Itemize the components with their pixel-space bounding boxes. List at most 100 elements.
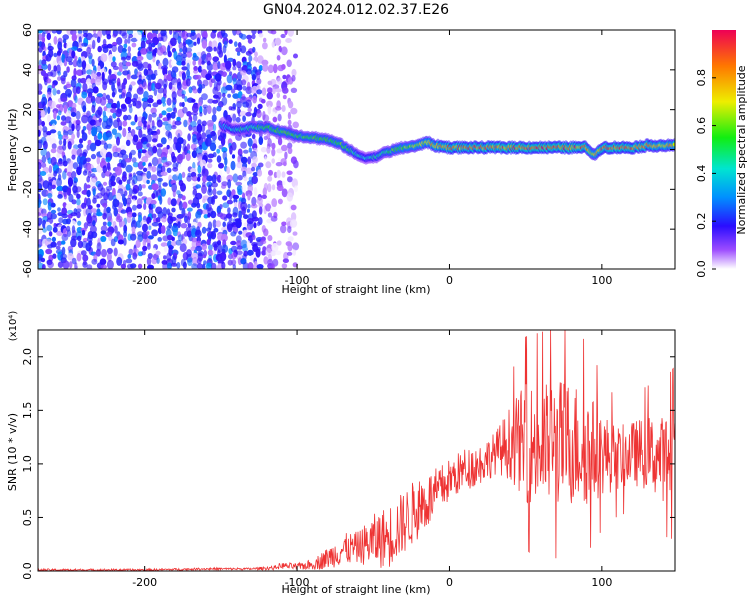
noise-cell <box>95 125 102 133</box>
noise-cell <box>207 212 211 218</box>
noise-cell <box>94 139 102 147</box>
noise-cell <box>195 192 203 200</box>
noise-cell <box>237 155 241 164</box>
noise-cell <box>93 135 98 142</box>
noise-cell <box>280 46 288 56</box>
noise-cell <box>166 144 170 150</box>
noise-cell <box>291 68 297 77</box>
noise-cell <box>145 106 152 114</box>
noise-cell <box>131 98 137 103</box>
noise-cell <box>232 66 237 71</box>
noise-cell <box>197 58 202 67</box>
noise-cell <box>60 77 66 85</box>
noise-cell <box>146 32 153 40</box>
noise-cell <box>151 125 157 131</box>
noise-cell <box>177 81 182 91</box>
noise-cell <box>151 156 159 167</box>
noise-cell <box>236 161 243 169</box>
noise-cell <box>146 216 152 225</box>
noise-cell <box>245 99 252 109</box>
noise-cell <box>90 153 97 160</box>
noise-cell <box>271 242 279 253</box>
noise-cell <box>176 154 183 164</box>
noise-cell <box>47 201 52 211</box>
noise-cell <box>217 37 221 42</box>
noise-cell <box>181 93 186 99</box>
noise-cell <box>235 181 243 186</box>
noise-cell <box>135 174 143 182</box>
snr-xlabel: Height of straight line (km) <box>281 583 430 596</box>
noise-cell <box>246 68 253 75</box>
noise-cell <box>232 93 240 99</box>
noise-cell <box>67 93 72 98</box>
noise-cell <box>82 254 89 262</box>
noise-cell <box>53 52 58 58</box>
noise-cell <box>267 212 273 218</box>
noise-cell <box>122 127 127 138</box>
noise-cell <box>290 107 298 115</box>
noise-cell <box>247 107 252 113</box>
noise-cell <box>242 115 247 122</box>
noise-cell <box>201 123 206 133</box>
x-tick-label: -200 <box>132 576 157 589</box>
noise-cell <box>150 203 156 209</box>
x-tick-label: 100 <box>591 576 612 589</box>
noise-cell <box>90 162 96 170</box>
noise-cell <box>197 51 202 56</box>
noise-cell <box>186 62 190 72</box>
noise-cell <box>152 247 157 255</box>
noise-cell <box>226 67 231 72</box>
noise-cell <box>287 236 294 242</box>
noise-cell <box>207 98 214 104</box>
noise-cell <box>187 133 191 142</box>
noise-cell <box>190 168 197 173</box>
noise-cell <box>41 264 46 269</box>
noise-cell <box>152 102 159 108</box>
noise-cell <box>76 198 81 206</box>
noise-cell <box>61 246 66 255</box>
noise-cell <box>38 256 42 264</box>
noise-cell <box>125 61 132 67</box>
noise-cell <box>116 136 120 146</box>
noise-cell <box>162 67 168 76</box>
noise-cell <box>120 149 127 156</box>
noise-cell <box>100 53 108 62</box>
noise-cell <box>245 111 252 117</box>
noise-cell <box>41 36 46 44</box>
noise-cell <box>163 36 167 42</box>
noise-cell <box>102 221 107 226</box>
noise-cell <box>202 104 208 109</box>
noise-cell <box>128 106 133 114</box>
noise-cell <box>241 184 247 194</box>
noise-cell <box>102 38 107 46</box>
noise-cell <box>90 215 98 225</box>
noise-cell <box>107 192 114 201</box>
noise-cell <box>266 100 273 108</box>
noise-cell <box>287 142 293 149</box>
noise-cell <box>247 138 253 147</box>
noise-cell <box>202 254 207 259</box>
y-tick-label: 1.0 <box>21 455 34 473</box>
chart-title: GN04.2024.012.02.37.E26 <box>263 2 449 18</box>
noise-cell <box>136 110 142 119</box>
noise-cell <box>137 150 142 159</box>
noise-cell <box>220 175 227 183</box>
noise-cell <box>97 65 101 72</box>
noise-cell <box>85 157 91 163</box>
noise-cell <box>76 166 82 176</box>
noise-cell <box>90 208 98 213</box>
noise-cell <box>206 105 212 115</box>
noise-cell <box>57 261 64 269</box>
noise-cell <box>146 257 152 266</box>
noise-cell <box>140 47 148 55</box>
noise-cell <box>271 148 276 157</box>
noise-cell <box>208 244 213 251</box>
noise-cell <box>290 204 297 211</box>
noise-cell <box>136 87 144 95</box>
noise-cell <box>231 189 236 197</box>
noise-cell <box>261 194 267 199</box>
noise-cell <box>247 156 252 165</box>
noise-cell <box>181 53 188 59</box>
noise-cell <box>166 107 173 113</box>
noise-cell <box>190 31 197 41</box>
